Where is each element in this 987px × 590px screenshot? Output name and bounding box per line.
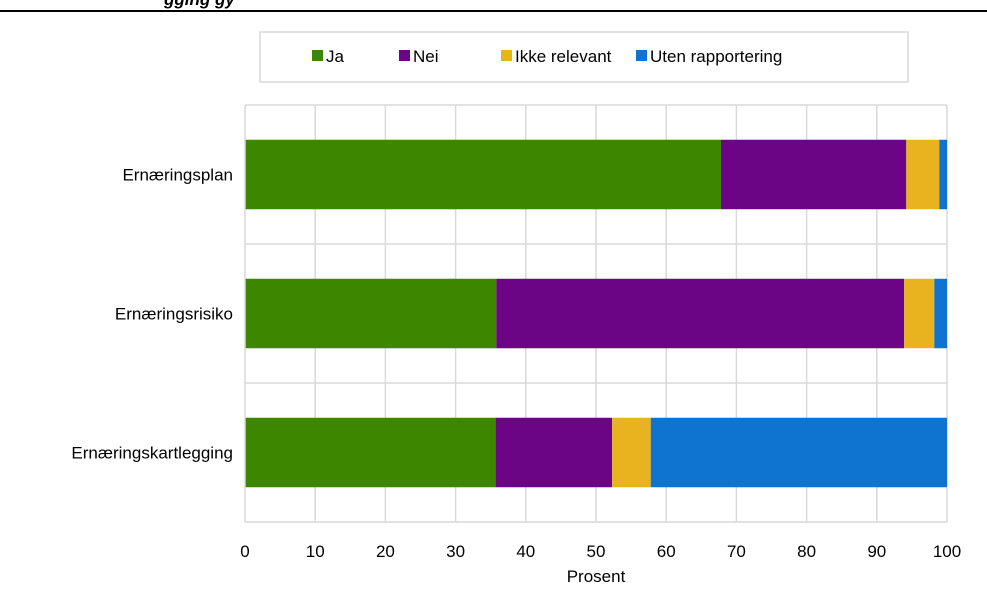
x-axis-title: Prosent (567, 567, 626, 585)
header-fragment: gging gy (163, 0, 236, 9)
x-tick-label: 80 (797, 542, 816, 561)
legend-box (259, 31, 909, 83)
bar-ern-ringskartlegging-ja (245, 417, 496, 488)
legend-label-ja: Ja (326, 47, 345, 66)
legend-swatch-nei (399, 50, 410, 61)
legend-label-ikke-relevant: Ikke relevant (515, 47, 612, 66)
legend-label-nei: Nei (413, 47, 439, 66)
bar-ern-ringsrisiko-uten-rapportering (934, 278, 947, 349)
bar-ern-ringsrisiko-ja (245, 278, 497, 349)
bar-ern-ringsplan-uten-rapportering (939, 139, 947, 210)
x-tick-label: 40 (516, 542, 535, 561)
y-category-label: Ernæringsrisiko (115, 305, 233, 324)
x-tick-label: 30 (446, 542, 465, 561)
legend-swatch-ikke-relevant (501, 50, 512, 61)
x-tick-label: 20 (376, 542, 395, 561)
legend-swatch-uten-rapportering (636, 50, 647, 61)
bar-ern-ringsrisiko-ikke-relevant (904, 278, 935, 349)
bar-ern-ringsplan-ikke-relevant (906, 139, 940, 210)
legend: Ja Nei Ikke relevant Uten rapportering (312, 47, 782, 66)
bar-ern-ringskartlegging-uten-rapportering (650, 417, 947, 488)
x-tick-label: 10 (306, 542, 325, 561)
x-tick-label: 60 (657, 542, 676, 561)
bars (245, 139, 947, 488)
x-tick-label: 70 (727, 542, 746, 561)
bar-ern-ringsplan-ja (245, 139, 721, 210)
x-tick-label: 0 (240, 542, 249, 561)
axes: 0 10 20 30 40 50 60 70 80 90 100 Ernæringsplan Ernær… (71, 105, 961, 561)
bar-ern-ringsplan-nei (720, 139, 907, 210)
bar-ern-ringskartlegging-nei (495, 417, 613, 488)
legend-label-uten-rapportering: Uten rapportering (650, 47, 782, 66)
x-tick-label: 50 (587, 542, 606, 561)
x-tick-label: 90 (867, 542, 886, 561)
bar-ern-ringsrisiko-nei (496, 278, 905, 349)
y-category-label: Ernæringskartlegging (71, 444, 233, 463)
x-tick-label: 100 (933, 542, 961, 561)
legend-swatch-ja (312, 50, 323, 61)
bar-ern-ringskartlegging-ikke-relevant (612, 417, 651, 488)
y-category-label: Ernæringsplan (122, 166, 233, 185)
